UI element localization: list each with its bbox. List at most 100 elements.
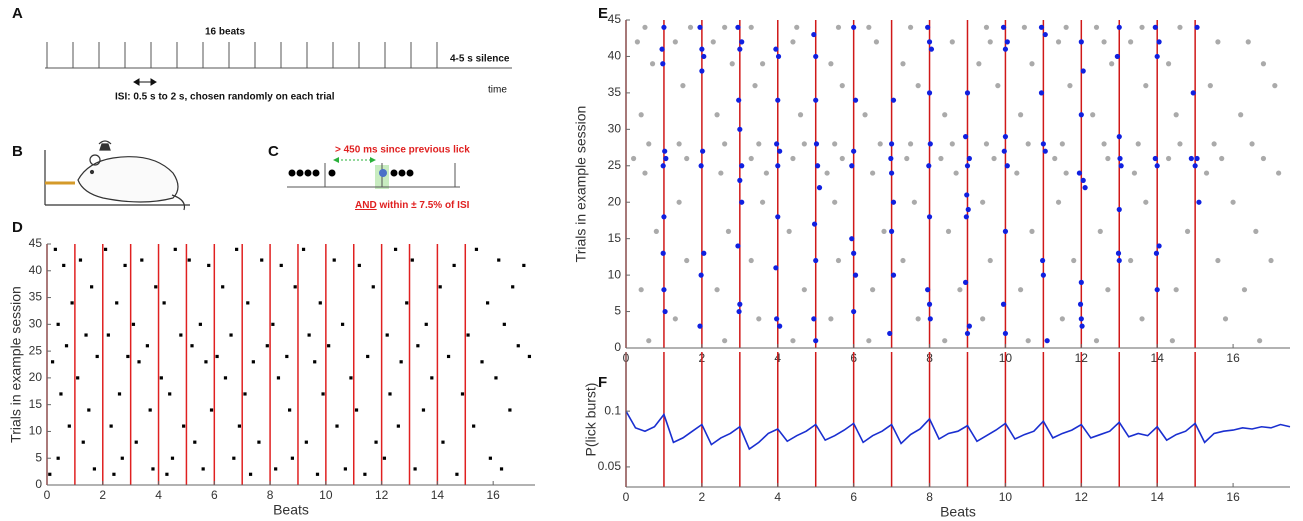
dot	[1078, 112, 1084, 118]
dot	[957, 287, 963, 293]
dot	[813, 257, 819, 264]
dot	[849, 163, 855, 169]
x-tick-label: 10	[319, 488, 333, 502]
dot	[170, 456, 175, 460]
dot	[722, 141, 728, 147]
dot	[179, 333, 183, 337]
dot	[701, 250, 707, 256]
dot	[942, 112, 948, 118]
within-text: within ± 7.5% of ISI	[377, 200, 470, 211]
dot	[887, 330, 893, 337]
dot	[76, 376, 80, 380]
dot	[877, 141, 883, 147]
dot	[881, 228, 887, 234]
dot	[1207, 83, 1213, 89]
dot	[775, 214, 781, 220]
lick-diagram	[287, 157, 460, 189]
dot	[866, 338, 872, 344]
dot	[209, 408, 214, 412]
dot	[134, 440, 138, 444]
dot	[1143, 83, 1149, 89]
dot	[927, 141, 933, 147]
dot	[980, 199, 986, 205]
dot	[1177, 24, 1183, 30]
dot	[293, 285, 297, 289]
dot	[62, 263, 66, 268]
dot	[1177, 141, 1183, 147]
dot	[1042, 31, 1048, 38]
dot	[889, 141, 895, 147]
dot	[1257, 338, 1263, 344]
dot	[257, 440, 261, 444]
dot	[1143, 199, 1149, 205]
dot	[1173, 287, 1179, 293]
dot	[115, 301, 119, 305]
dot	[907, 24, 914, 30]
dot	[900, 61, 906, 67]
dot	[983, 24, 990, 30]
dot	[466, 333, 470, 337]
isi-text: ISI: 0.5 s to 2 s, chosen randomly on ea…	[115, 92, 335, 103]
dot	[335, 424, 339, 428]
dot	[661, 287, 667, 293]
y-tick-label: 20	[608, 194, 622, 208]
dot	[190, 344, 194, 348]
dot	[1156, 39, 1162, 45]
dot	[388, 392, 392, 396]
panel-label: A	[12, 5, 23, 22]
dot	[835, 24, 842, 30]
dot	[452, 263, 456, 268]
dot	[396, 424, 400, 428]
dot	[811, 31, 817, 38]
dot	[962, 279, 969, 285]
x-tick-label: 16	[1226, 490, 1240, 504]
x-tick-label: 14	[1151, 490, 1165, 504]
dot	[748, 24, 754, 30]
dot	[773, 265, 779, 271]
dot	[904, 155, 910, 162]
dot	[1101, 141, 1107, 147]
dot	[862, 112, 868, 118]
dot	[1139, 24, 1145, 30]
dot	[1077, 301, 1084, 307]
dot	[494, 376, 498, 380]
dot	[446, 354, 451, 359]
dot	[890, 97, 897, 103]
dot	[756, 316, 762, 322]
dot	[413, 467, 417, 471]
y-tick-label: 45	[29, 236, 43, 250]
dot	[794, 24, 800, 30]
dot	[1260, 155, 1267, 162]
dot	[382, 456, 387, 460]
dot	[1188, 155, 1194, 162]
dot	[926, 90, 933, 96]
dot	[811, 316, 817, 322]
dot	[271, 322, 275, 326]
x-tick-label: 12	[375, 488, 389, 502]
dot	[1154, 163, 1160, 169]
dot	[1029, 228, 1035, 234]
dot	[839, 83, 845, 89]
dot	[1040, 272, 1046, 278]
x-axis-label: Beats	[940, 504, 976, 520]
dot	[215, 354, 219, 359]
dot	[290, 456, 294, 460]
dot	[1021, 24, 1027, 30]
dot	[660, 61, 666, 67]
dot	[965, 206, 971, 213]
dot	[926, 163, 932, 169]
dot	[1139, 316, 1145, 322]
dot	[488, 456, 492, 460]
dot	[813, 97, 819, 103]
dot	[1249, 141, 1255, 147]
dot	[399, 360, 403, 364]
dot	[1090, 112, 1096, 118]
x-tick-label: 16	[486, 488, 500, 502]
dot	[332, 258, 336, 262]
y-axis-label: P(lick burst)	[583, 383, 599, 457]
dot	[839, 155, 845, 162]
dot	[672, 316, 678, 322]
dot	[109, 424, 113, 428]
dot	[1194, 155, 1200, 162]
dot	[1004, 163, 1010, 169]
